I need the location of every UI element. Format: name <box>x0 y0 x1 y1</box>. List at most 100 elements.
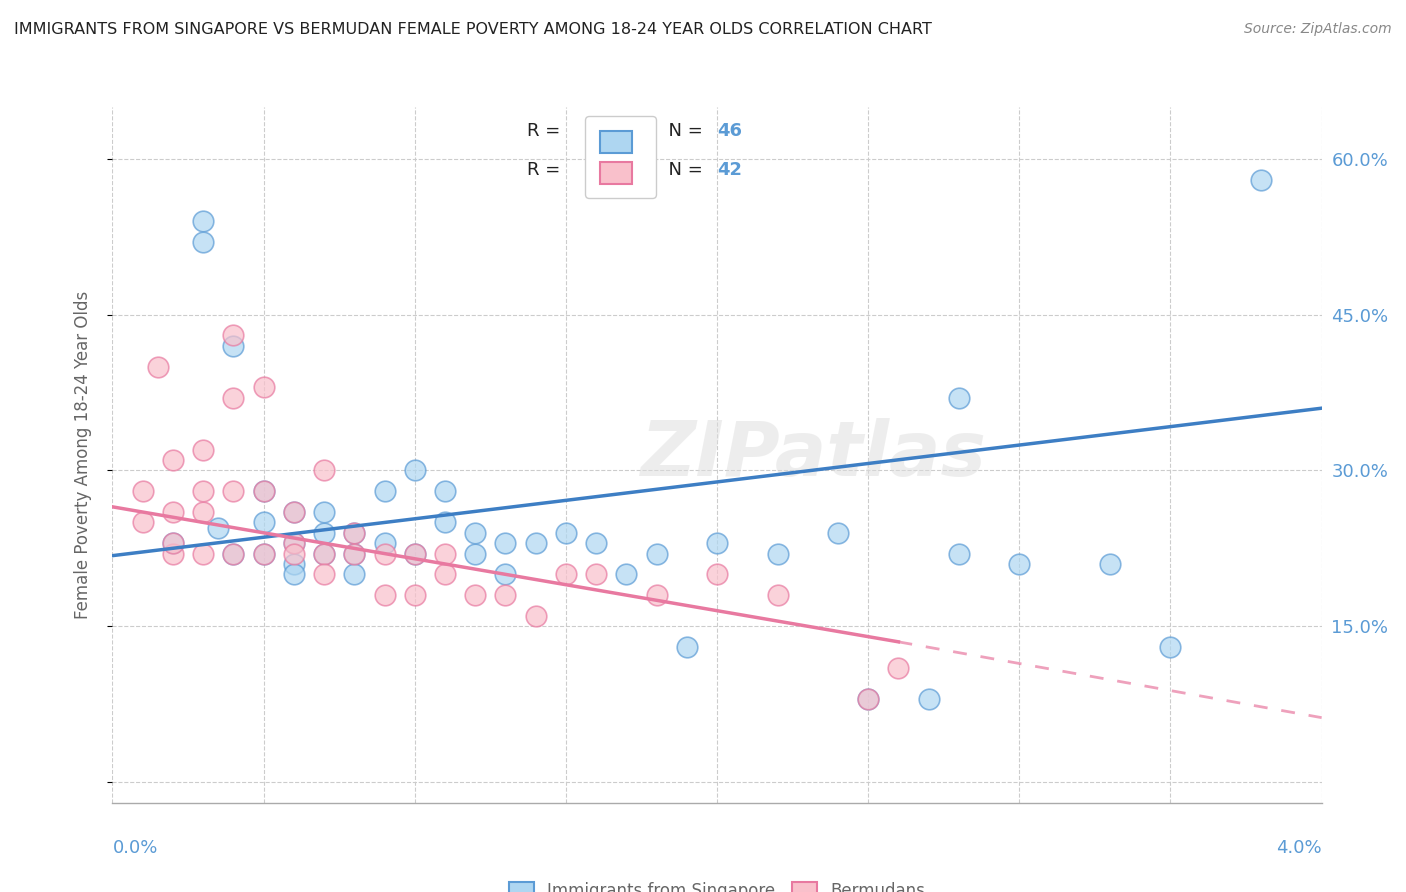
Point <box>253 547 276 561</box>
Point <box>162 505 184 519</box>
Point <box>495 588 517 602</box>
Text: 0.156: 0.156 <box>583 122 647 140</box>
Point <box>132 484 155 499</box>
Point <box>464 525 486 540</box>
Point <box>433 516 456 530</box>
Point <box>312 463 335 477</box>
Text: R =: R = <box>527 161 567 178</box>
Point <box>887 661 910 675</box>
Point <box>948 391 970 405</box>
Point <box>222 328 245 343</box>
Point <box>464 547 486 561</box>
Point <box>373 536 396 550</box>
Text: IMMIGRANTS FROM SINGAPORE VS BERMUDAN FEMALE POVERTY AMONG 18-24 YEAR OLDS CORRE: IMMIGRANTS FROM SINGAPORE VS BERMUDAN FE… <box>14 22 932 37</box>
Point <box>191 214 215 228</box>
Point <box>616 567 638 582</box>
Point <box>312 505 335 519</box>
Point <box>585 567 607 582</box>
Text: R =: R = <box>527 122 567 140</box>
Text: 46: 46 <box>717 122 742 140</box>
Point <box>373 588 396 602</box>
Point <box>191 547 215 561</box>
Point <box>146 359 169 374</box>
Point <box>253 484 276 499</box>
Point <box>343 547 366 561</box>
Point <box>554 567 576 582</box>
Point <box>554 525 576 540</box>
Point <box>1098 557 1121 571</box>
Point <box>162 453 184 467</box>
Point <box>283 547 305 561</box>
Point <box>948 547 970 561</box>
Point <box>312 547 335 561</box>
Point <box>404 547 426 561</box>
Text: 0.0%: 0.0% <box>112 839 157 857</box>
Point <box>343 567 366 582</box>
Text: 42: 42 <box>717 161 742 178</box>
Point <box>283 505 305 519</box>
Point <box>343 525 366 540</box>
Point <box>766 547 789 561</box>
Point <box>1008 557 1031 571</box>
Point <box>283 567 305 582</box>
Point <box>464 588 486 602</box>
Point <box>343 547 366 561</box>
Text: ZIPatlas: ZIPatlas <box>641 418 987 491</box>
Point <box>404 588 426 602</box>
Point <box>162 536 184 550</box>
Point <box>343 525 366 540</box>
Point <box>191 235 215 249</box>
Point <box>373 484 396 499</box>
Point <box>283 557 305 571</box>
Point <box>585 536 607 550</box>
Text: 4.0%: 4.0% <box>1277 839 1322 857</box>
Point <box>283 505 305 519</box>
Point <box>191 442 215 457</box>
Point <box>162 547 184 561</box>
Point <box>856 692 880 706</box>
Point <box>253 516 276 530</box>
Point <box>253 380 276 394</box>
Point <box>524 608 547 623</box>
Text: -0.174: -0.174 <box>583 161 648 178</box>
Point <box>524 536 547 550</box>
Point <box>433 547 456 561</box>
Point <box>253 547 276 561</box>
Point <box>312 525 335 540</box>
Point <box>645 588 668 602</box>
Point <box>917 692 939 706</box>
Point <box>433 567 456 582</box>
Point <box>132 516 155 530</box>
Point <box>312 547 335 561</box>
Point <box>1159 640 1181 654</box>
Point <box>766 588 789 602</box>
Point <box>675 640 697 654</box>
Point <box>645 547 668 561</box>
Point <box>207 520 229 534</box>
Text: N =: N = <box>657 122 709 140</box>
Point <box>222 339 245 353</box>
Point <box>706 567 728 582</box>
Point <box>404 547 426 561</box>
Point <box>495 567 517 582</box>
Point <box>312 567 335 582</box>
Point <box>222 547 245 561</box>
Point <box>827 525 849 540</box>
Point <box>162 536 184 550</box>
Point <box>253 484 276 499</box>
Text: N =: N = <box>657 161 709 178</box>
Point <box>283 536 305 550</box>
Point <box>222 391 245 405</box>
Point <box>373 547 396 561</box>
Point <box>856 692 880 706</box>
Point <box>222 547 245 561</box>
Y-axis label: Female Poverty Among 18-24 Year Olds: Female Poverty Among 18-24 Year Olds <box>73 291 91 619</box>
Point <box>283 536 305 550</box>
Point <box>706 536 728 550</box>
Point <box>191 484 215 499</box>
Point <box>404 463 426 477</box>
Point <box>433 484 456 499</box>
Point <box>191 505 215 519</box>
Text: Source: ZipAtlas.com: Source: ZipAtlas.com <box>1244 22 1392 37</box>
Point <box>222 484 245 499</box>
